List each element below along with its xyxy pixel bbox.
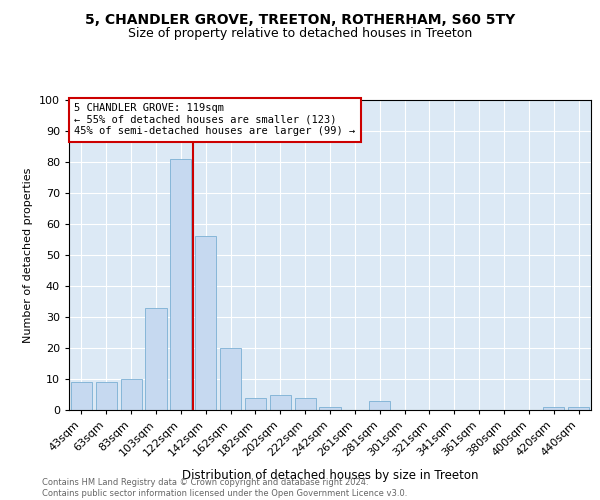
Bar — [369, 400, 390, 410]
Bar — [295, 398, 316, 410]
Bar — [195, 236, 216, 410]
Text: Size of property relative to detached houses in Treeton: Size of property relative to detached ho… — [128, 28, 472, 40]
Bar — [170, 159, 191, 410]
Bar — [96, 382, 117, 410]
Bar — [220, 348, 241, 410]
Bar — [319, 407, 341, 410]
X-axis label: Distribution of detached houses by size in Treeton: Distribution of detached houses by size … — [182, 469, 478, 482]
Bar — [270, 394, 291, 410]
Bar — [145, 308, 167, 410]
Text: 5, CHANDLER GROVE, TREETON, ROTHERHAM, S60 5TY: 5, CHANDLER GROVE, TREETON, ROTHERHAM, S… — [85, 12, 515, 26]
Bar — [71, 382, 92, 410]
Bar — [121, 379, 142, 410]
Text: 5 CHANDLER GROVE: 119sqm
← 55% of detached houses are smaller (123)
45% of semi-: 5 CHANDLER GROVE: 119sqm ← 55% of detach… — [74, 103, 355, 136]
Y-axis label: Number of detached properties: Number of detached properties — [23, 168, 34, 342]
Bar — [543, 407, 564, 410]
Bar — [245, 398, 266, 410]
Bar — [568, 407, 589, 410]
Text: Contains HM Land Registry data © Crown copyright and database right 2024.
Contai: Contains HM Land Registry data © Crown c… — [42, 478, 407, 498]
